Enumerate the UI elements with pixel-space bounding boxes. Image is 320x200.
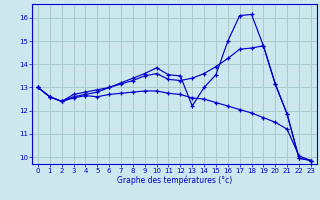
X-axis label: Graphe des températures (°c): Graphe des températures (°c) (117, 176, 232, 185)
